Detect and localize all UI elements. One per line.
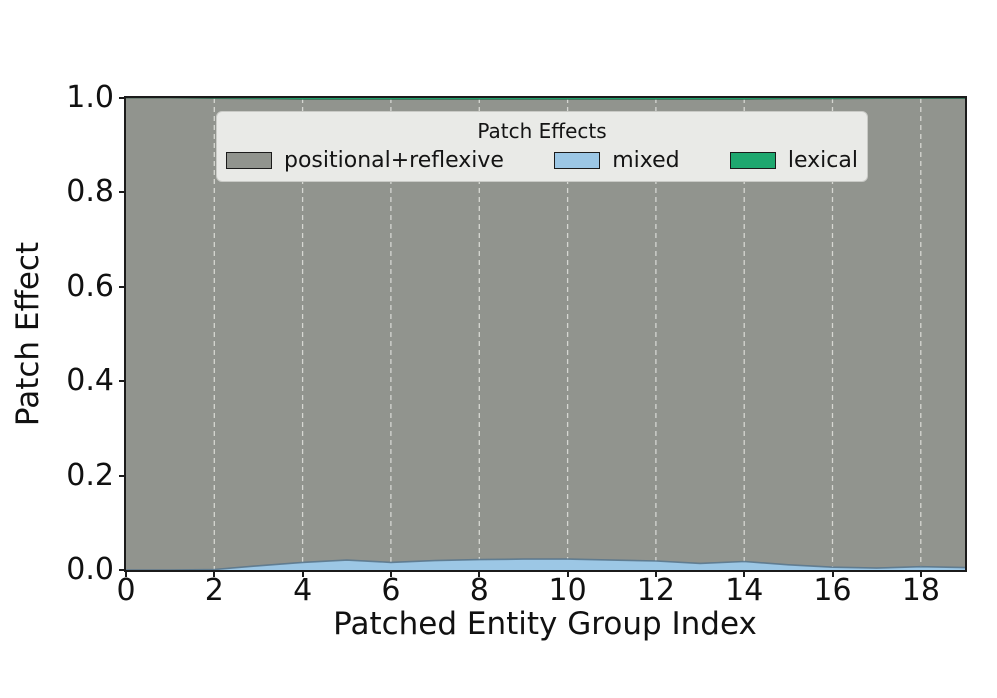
legend-row: positional+reflexive mixed lexical: [217, 148, 867, 173]
x-tick-label: 10: [548, 573, 587, 608]
y-tick-label: 0.6: [66, 268, 114, 304]
x-tick-label: 8: [469, 573, 489, 608]
legend-swatch-mixed-icon: [554, 152, 601, 169]
x-tick-label: 4: [293, 573, 313, 608]
y-tick-mark: [119, 569, 124, 571]
x-tick-label: 6: [381, 573, 401, 608]
legend-title: Patch Effects: [477, 119, 607, 143]
legend-item-lexical: lexical: [729, 148, 858, 173]
legend: Patch Effects positional+reflexive mixed…: [216, 111, 868, 182]
x-tick-label: 2: [204, 573, 224, 608]
legend-item-mixed: mixed: [554, 148, 680, 173]
x-tick-label: 18: [901, 573, 940, 608]
legend-swatch-positional-reflexive-icon: [226, 152, 272, 169]
y-tick-mark: [119, 380, 124, 383]
y-tick-mark: [119, 474, 124, 477]
x-tick-mark: [125, 572, 127, 577]
x-tick-mark: [478, 572, 481, 577]
x-tick-mark: [654, 572, 657, 577]
x-tick-label: 0: [116, 573, 136, 608]
y-tick-label: 0.8: [66, 174, 114, 210]
y-tick-mark: [119, 191, 124, 194]
x-tick-mark: [301, 572, 304, 577]
y-tick-mark: [119, 285, 124, 288]
y-tick-label: 0.4: [66, 363, 114, 399]
x-tick-mark: [831, 572, 834, 577]
x-tick-mark: [919, 572, 922, 577]
x-tick-mark: [213, 572, 216, 577]
legend-label-positional-reflexive: positional+reflexive: [284, 148, 504, 173]
y-tick-label: 0.2: [66, 457, 114, 493]
x-tick-mark: [389, 572, 392, 577]
legend-swatch-lexical-icon: [729, 152, 776, 169]
y-tick-label: 0.0: [66, 552, 114, 587]
x-axis-label: Patched Entity Group Index: [333, 606, 757, 642]
legend-label-lexical: lexical: [787, 148, 858, 173]
y-axis-label: Patch Effect: [10, 241, 46, 427]
x-tick-label: 16: [813, 573, 852, 608]
x-tick-mark: [743, 572, 746, 577]
x-tick-label: 12: [636, 573, 675, 608]
y-tick-mark: [119, 97, 124, 99]
legend-label-mixed: mixed: [612, 148, 680, 173]
y-tick-label: 1.0: [66, 80, 114, 115]
x-tick-mark: [566, 572, 569, 577]
legend-item-positional-reflexive: positional+reflexive: [226, 148, 504, 173]
x-tick-label: 14: [725, 573, 764, 608]
